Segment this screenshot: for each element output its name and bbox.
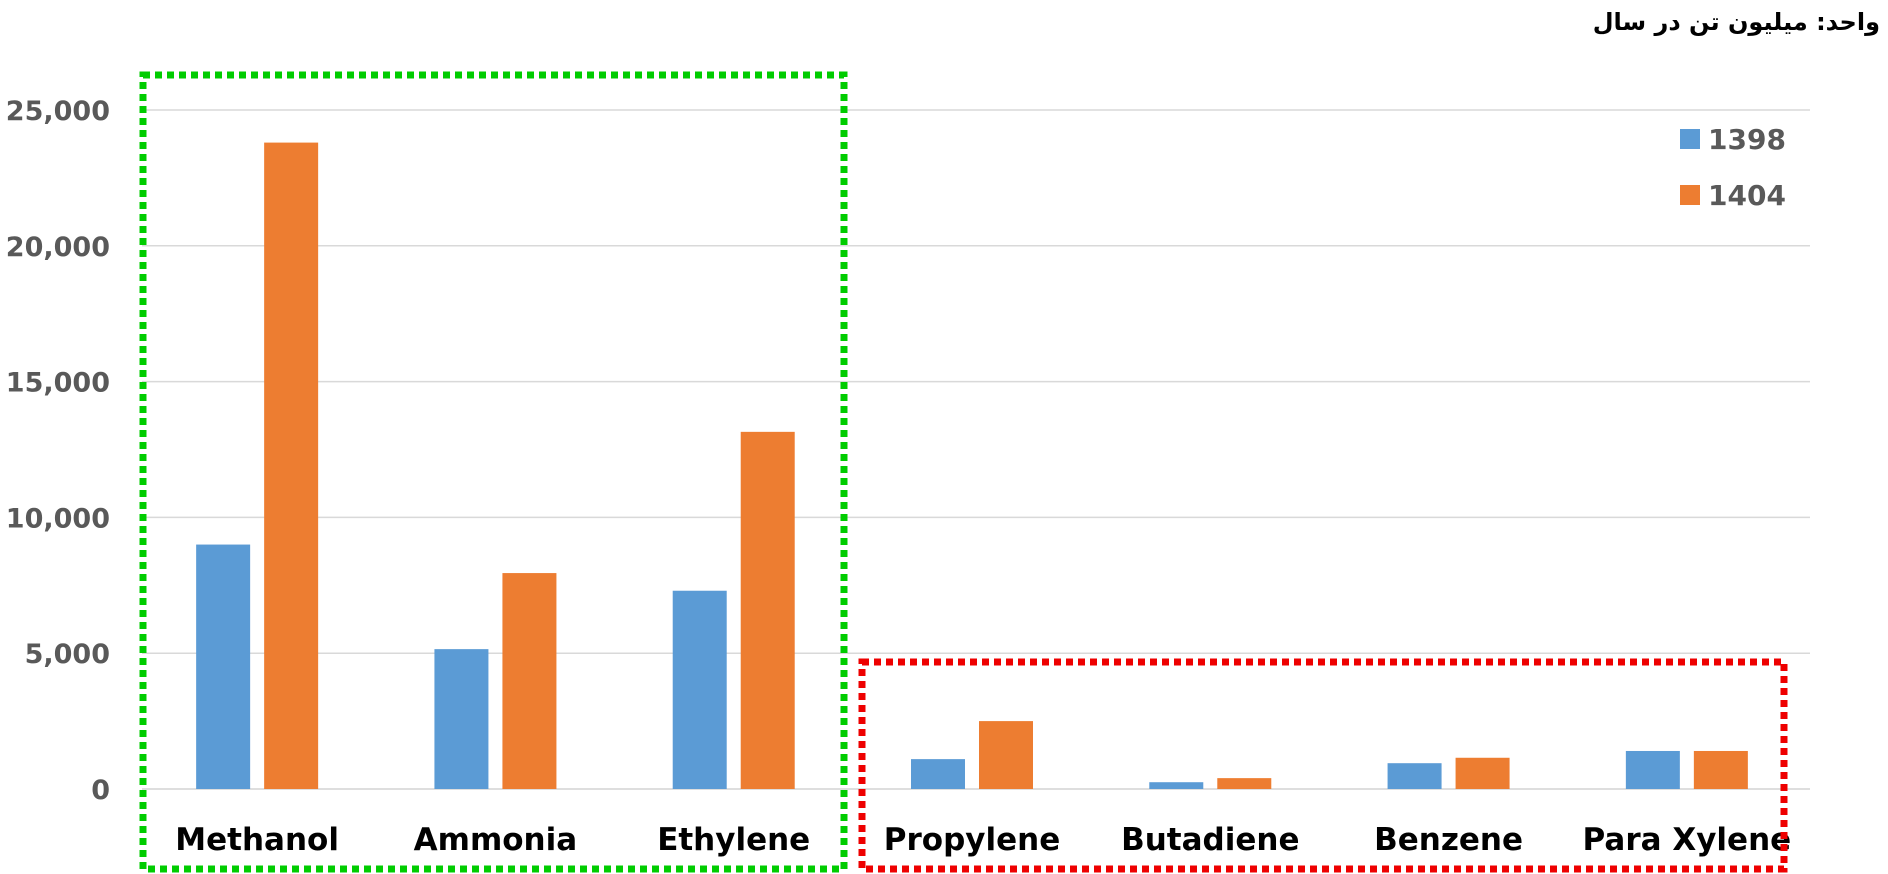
legend: 1398 1404: [1680, 123, 1786, 212]
bar-para-xylene-1398: [1625, 750, 1680, 789]
legend-swatch: [1680, 185, 1700, 205]
legend-swatch: [1680, 129, 1700, 149]
x-tick-label: Butadiene: [1121, 822, 1299, 858]
bar-methanol-1398: [196, 544, 251, 789]
bar-propylene-1404: [979, 721, 1033, 789]
x-tick-label: Methanol: [175, 822, 339, 858]
unit-note: واحد: میلیون تن در سال: [1592, 8, 1880, 36]
bar-para-xylene-1404: [1693, 750, 1748, 789]
y-axis-ticks: 25,000 20,000 15,000 10,000 5,000 0: [6, 96, 110, 806]
x-tick-label: Ethylene: [657, 822, 810, 858]
x-tick-label: Ammonia: [414, 822, 578, 858]
bar-methanol-1404: [264, 142, 319, 790]
bar-propylene-1398: [911, 759, 965, 789]
bar-benzene-1404: [1455, 757, 1510, 789]
gridlines: [142, 109, 1810, 790]
bar-ammonia-1398: [434, 649, 489, 789]
bar-butadiene-1404: [1217, 778, 1272, 789]
y-tick-label: 25,000: [6, 96, 110, 127]
y-tick-label: 10,000: [6, 503, 110, 534]
bar-benzene-1398: [1387, 763, 1442, 789]
y-tick-label: 0: [91, 775, 110, 806]
bar-ammonia-1404: [502, 573, 557, 789]
legend-label: 1398: [1708, 123, 1786, 156]
x-tick-label: Benzene: [1374, 822, 1523, 858]
red-highlight-box: [858, 658, 1788, 873]
bar-ethylene-1398: [672, 590, 727, 789]
y-tick-label: 5,000: [25, 639, 110, 670]
bar-ethylene-1404: [740, 431, 795, 789]
highlight-boxes: [139, 71, 1788, 873]
legend-label: 1404: [1708, 179, 1786, 212]
x-tick-label: Para Xylene: [1583, 822, 1792, 858]
bars: [196, 142, 1748, 790]
bar-butadiene-1398: [1149, 782, 1204, 789]
y-tick-label: 15,000: [6, 368, 110, 399]
y-tick-label: 20,000: [6, 232, 110, 263]
x-tick-label: Propylene: [884, 822, 1060, 858]
green-highlight-box: [139, 71, 848, 873]
x-axis-ticks: Methanol Ammonia Ethylene Propylene Butadien…: [175, 822, 1791, 858]
